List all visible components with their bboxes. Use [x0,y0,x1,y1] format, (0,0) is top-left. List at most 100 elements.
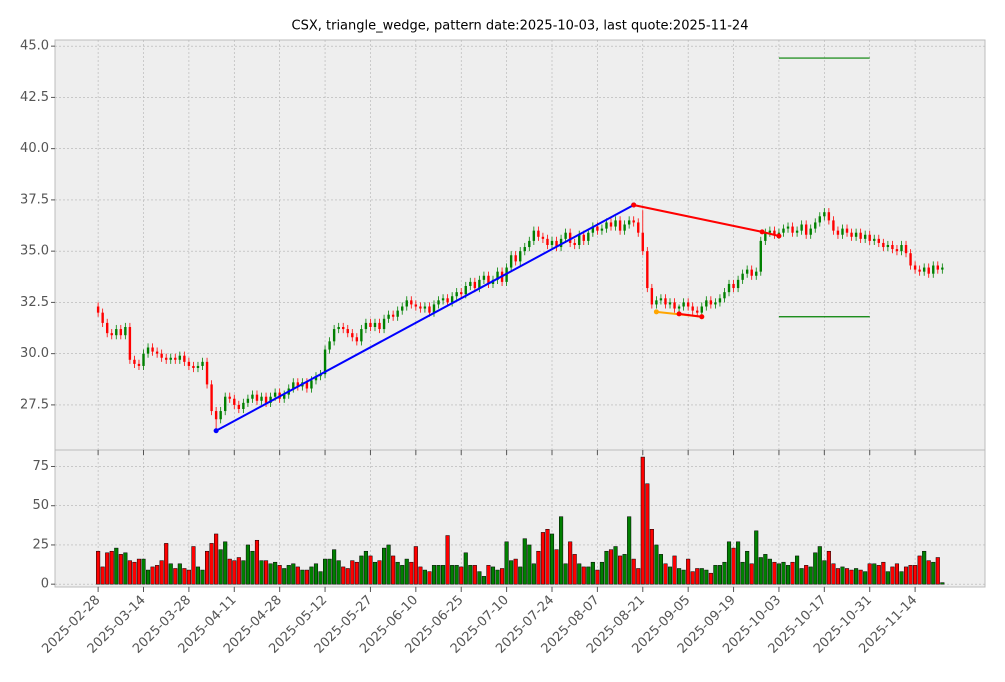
volume-bar [109,550,114,585]
candle-body [110,333,113,336]
candle-body [387,314,390,319]
candle-body [310,380,313,389]
volume-bar [277,565,282,585]
candle-body [632,220,635,223]
volume-bar [876,565,881,585]
volume-bar [822,560,827,585]
candle-body [845,228,849,233]
volume-bar [903,566,909,585]
candle-body [709,300,713,305]
volume-bar [690,571,695,585]
candle-body [105,322,109,334]
volume-bar [736,541,741,585]
candle-body [546,238,549,245]
candle-body [677,306,681,309]
candle-body [478,279,481,289]
volume-bar [667,566,673,585]
volume-bar [468,565,473,585]
candle-body [269,396,272,403]
volume-bar [372,561,378,585]
volume-bar [631,558,636,585]
volume-bar [332,549,337,585]
volume-bar [463,552,468,585]
volume-bar [645,483,650,585]
candle-body [237,404,241,409]
candle-body [233,398,236,405]
volume-bar [840,566,845,585]
volume-bar [350,560,355,585]
candle-body [192,365,195,368]
volume-bar [173,568,178,585]
volume-bar [627,516,632,585]
volume-bar [808,566,813,585]
volume-bar [127,560,132,585]
volume-bar [177,563,182,585]
volume-bar [899,571,904,585]
overlay-marker [631,202,637,208]
volume-bar [722,561,727,585]
volume-bar [695,568,700,585]
y-tick-label: 25 [32,537,49,552]
volume-bar [504,541,509,585]
candle-body [196,365,200,368]
candle-body [509,255,513,268]
volume-bar [658,554,663,585]
candle-body [782,228,785,233]
volume-bar [486,565,491,585]
candle-body [155,351,159,354]
volume-bar [459,566,464,585]
volume-bar [717,565,722,585]
overlay-marker [213,428,219,434]
volume-bar [590,561,595,585]
candle-body [700,306,703,313]
volume-bar [182,568,187,585]
volume-bar [917,555,922,585]
volume-bar [318,571,323,585]
candle-body [686,302,690,307]
volume-bar [867,563,872,585]
candle-body [178,355,182,360]
candle-body [909,253,912,266]
volume-bar [572,554,577,585]
candle-body [124,327,127,336]
candle-body [210,384,213,412]
candle-body [882,242,885,248]
candle-body [455,292,458,297]
volume-bar [872,563,877,585]
volume-bar [636,568,641,585]
candle-body [496,271,499,280]
volume-bar [749,563,754,585]
volume-bar [890,566,895,585]
candle-body [187,361,191,366]
y-tick-label: 42.5 [20,90,49,105]
volume-bar [804,565,809,585]
volume-bar [354,561,359,585]
candle-body [264,396,268,403]
volume-bar [640,456,645,585]
candle-body [941,267,944,270]
volume-bar [191,546,196,585]
volume-bar [622,554,627,585]
volume-bar [568,541,573,585]
candle-body [174,357,177,360]
candle-body [773,230,776,235]
volume-bar [427,571,432,585]
volume-bar [273,561,278,585]
candle-body [432,304,436,313]
volume-bar [96,550,101,585]
overlay-marker [699,314,705,320]
candle-body [228,396,231,399]
candle-body [804,224,808,235]
candle-body [668,302,672,305]
volume-bar [940,582,945,585]
candle-body [886,245,890,248]
candle-body [922,267,926,272]
candle-body [650,288,654,305]
candle-body [165,357,168,360]
candle-body [859,232,862,239]
volume-bar [527,544,532,585]
candle-body [587,232,590,241]
volume-bar [835,568,840,585]
candle-body [818,216,821,223]
y-tick-label: 45.0 [20,39,49,54]
